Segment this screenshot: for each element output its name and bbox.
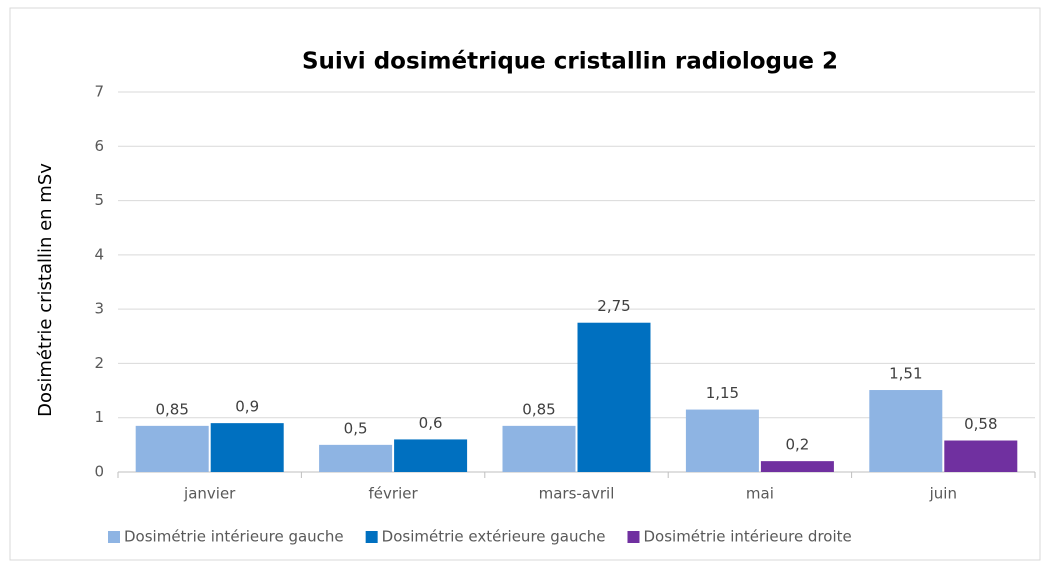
x-tick-label: février bbox=[369, 485, 419, 503]
x-tick-label: juin bbox=[929, 485, 957, 503]
value-label: 0,85 bbox=[522, 400, 555, 418]
bar bbox=[394, 439, 468, 472]
bar bbox=[210, 423, 284, 472]
chart-border bbox=[9, 7, 1041, 561]
bar bbox=[502, 425, 576, 472]
legend-label: Dosimétrie intérieure gauche bbox=[124, 528, 344, 546]
y-tick-label: 7 bbox=[94, 83, 104, 101]
bar bbox=[577, 322, 651, 472]
y-tick-label: 1 bbox=[94, 408, 104, 426]
y-tick-label: 2 bbox=[94, 354, 104, 372]
value-label: 0,9 bbox=[235, 398, 259, 416]
y-tick-label: 6 bbox=[94, 137, 104, 155]
y-tick-label: 5 bbox=[94, 191, 104, 209]
legend-label: Dosimétrie intérieure droite bbox=[643, 528, 851, 546]
y-tick-label: 0 bbox=[94, 463, 104, 481]
x-tick-label: janvier bbox=[183, 485, 236, 503]
value-label: 1,15 bbox=[706, 384, 739, 402]
y-axis-label: Dosimétrie cristallin en mSv bbox=[35, 163, 56, 417]
legend-label: Dosimétrie extérieure gauche bbox=[382, 528, 606, 546]
value-label: 0,6 bbox=[419, 414, 443, 432]
x-tick-label: mars-avril bbox=[539, 485, 615, 503]
bar bbox=[760, 461, 834, 472]
value-label: 0,58 bbox=[964, 415, 997, 433]
legend-swatch bbox=[108, 531, 120, 543]
value-label: 0,5 bbox=[344, 419, 368, 437]
y-tick-label: 3 bbox=[94, 300, 104, 318]
value-label: 1,51 bbox=[889, 365, 922, 383]
bar bbox=[944, 440, 1018, 472]
chart-title: Suivi dosimétrique cristallin radiologue… bbox=[302, 49, 838, 75]
bar bbox=[135, 425, 209, 472]
bar bbox=[319, 444, 393, 472]
legend-swatch bbox=[627, 531, 640, 543]
value-label: 0,85 bbox=[155, 400, 188, 418]
y-tick-label: 4 bbox=[94, 245, 104, 263]
bar bbox=[869, 390, 943, 472]
value-label: 0,2 bbox=[785, 436, 809, 454]
x-tick-label: mai bbox=[746, 485, 774, 503]
legend-swatch bbox=[365, 531, 378, 543]
value-label: 2,75 bbox=[597, 297, 630, 315]
bar bbox=[685, 409, 759, 472]
